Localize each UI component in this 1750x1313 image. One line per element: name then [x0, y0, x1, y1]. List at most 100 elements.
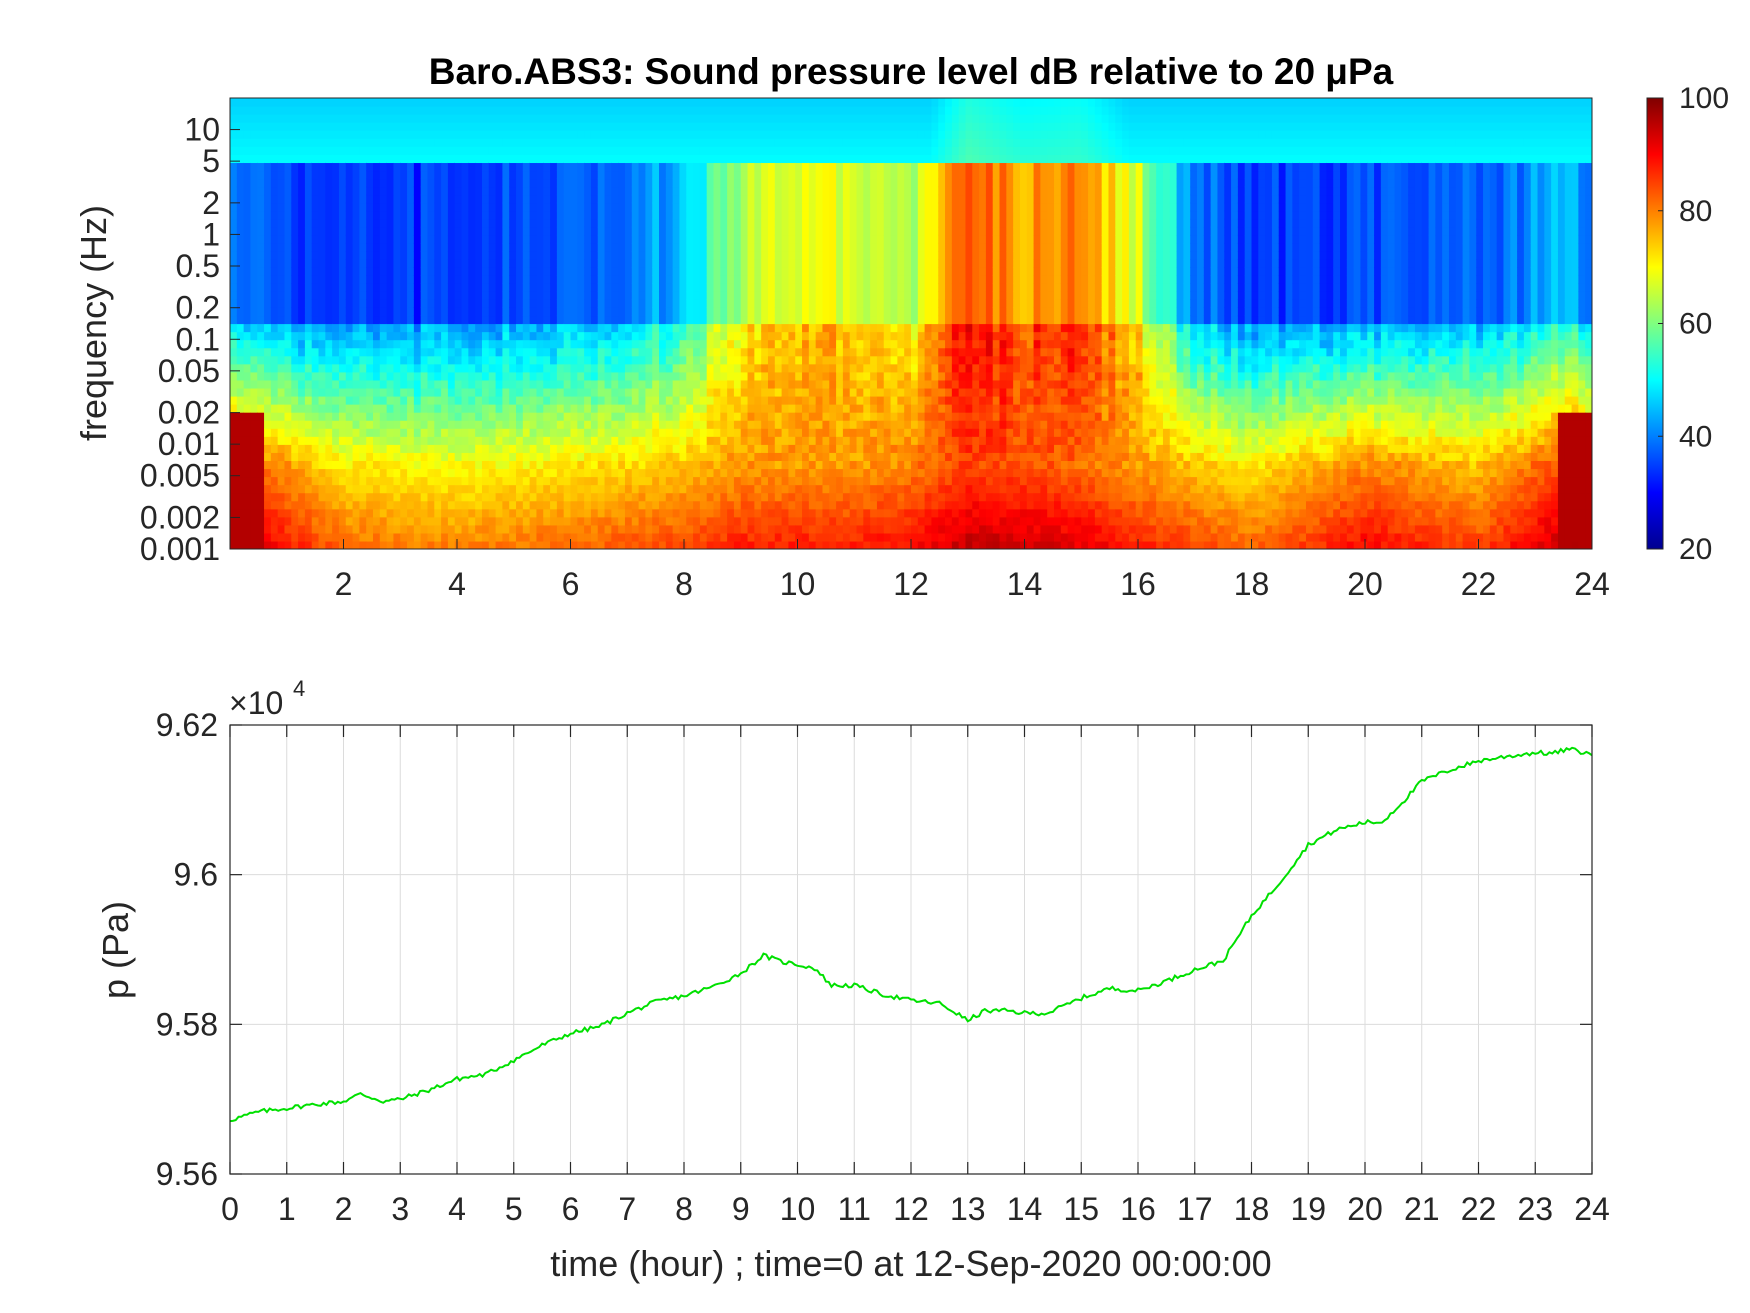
spectrogram-cell [284, 420, 292, 429]
spectrogram-cell [802, 484, 810, 494]
spectrogram-cell [373, 283, 381, 292]
spectrogram-cell [407, 170, 415, 180]
spectrogram-cell [652, 484, 660, 494]
spectrogram-cell [386, 476, 395, 486]
spectrogram-cell [802, 355, 810, 365]
spectrogram-cell [590, 508, 599, 518]
spectrogram-cell [767, 347, 776, 357]
spectrogram-cell [304, 500, 313, 510]
spectrogram-cell [386, 516, 395, 526]
spectrogram-cell [230, 516, 238, 526]
spectrogram-cell [536, 315, 544, 325]
spectrogram-cell [570, 484, 578, 494]
spectrogram-cell [270, 299, 279, 308]
spectrogram-cell [277, 379, 286, 389]
spectrogram-cell [502, 138, 510, 147]
spectrogram-cell [624, 218, 633, 228]
spectrogram-cell [291, 347, 299, 357]
spectrogram-cell [447, 122, 456, 131]
spectrogram-cell [829, 98, 837, 107]
spectrogram-cell [754, 267, 762, 276]
spectrogram-cell [693, 218, 701, 228]
spectrogram-cell [236, 178, 245, 188]
spectrogram-cell [379, 122, 388, 131]
spectrogram-cell [284, 98, 292, 107]
spectrogram-cell [257, 428, 265, 437]
spectrogram-cell [502, 202, 510, 212]
spectrogram-cell [434, 146, 442, 155]
spectrogram-cell [727, 210, 735, 220]
spectrogram-cell [584, 251, 592, 260]
spectrogram-cell [516, 339, 524, 349]
spectrogram-cell [631, 291, 640, 300]
spectrogram-cell [400, 275, 408, 284]
spectrogram-cell [611, 210, 619, 220]
spectrogram-cell [563, 114, 572, 123]
spectrogram-cell [699, 476, 708, 486]
spectrogram-cell [699, 404, 708, 413]
spectrogram-cell [631, 162, 640, 172]
spectrogram-cell [359, 412, 367, 421]
spectrogram-cell [243, 524, 252, 534]
spectrogram-cell [468, 210, 476, 220]
spectrogram-cell [686, 436, 694, 445]
spectrogram-cell [230, 484, 238, 494]
spectrogram-cell [659, 460, 667, 470]
spectrogram-cell [366, 323, 374, 333]
spectrogram-cell [665, 395, 674, 405]
spectrogram-cell [311, 484, 320, 494]
spectrogram-cell [631, 210, 640, 220]
spectrogram-cell [624, 106, 633, 115]
spectrogram-cell [624, 138, 633, 147]
spectrogram-cell [461, 226, 469, 236]
spectrogram-cell [359, 178, 367, 188]
spectrogram-cell [407, 234, 415, 244]
spectrogram-cell [570, 283, 578, 292]
spectrogram-cell [475, 395, 483, 405]
spectrogram-cell [352, 540, 360, 549]
spectrogram-cell [604, 162, 612, 172]
spectrogram-cell [475, 283, 483, 292]
spectrogram-cell [550, 363, 558, 373]
spectrogram-cell [761, 540, 769, 549]
spectrogram-cell [325, 259, 333, 268]
spectrogram-cell [318, 532, 326, 542]
spectrogram-cell [713, 387, 721, 397]
spectrogram-cell [400, 468, 408, 478]
spectrogram-cell [774, 130, 783, 139]
spectrogram-cell [672, 476, 681, 486]
spectrogram-cell [393, 412, 401, 421]
spectrogram-cell [727, 154, 735, 164]
spectrogram-cell [713, 436, 721, 445]
spectrogram-cell [379, 508, 388, 518]
spectrogram-cell [325, 186, 333, 196]
spectrogram-cell [488, 420, 497, 429]
spectrogram-cell [822, 476, 830, 486]
spectrogram-cell [400, 210, 408, 220]
spectrogram-cell [509, 355, 517, 365]
spectrogram-cell [611, 532, 619, 542]
spectrogram-cell [264, 524, 272, 534]
spectrogram-cell [236, 355, 245, 365]
spectrogram-cell [815, 98, 824, 107]
spectrogram-cell [230, 379, 238, 389]
spectrogram-cell [713, 444, 721, 453]
spectrogram-cell [659, 178, 667, 188]
spectrogram-cell [386, 154, 395, 164]
spectrogram-cell [264, 138, 272, 147]
spectrogram-cell [291, 267, 299, 276]
spectrogram-cell [230, 283, 238, 292]
spectrogram-cell [808, 251, 817, 260]
spectrogram-cell [468, 194, 476, 204]
spectrogram-cell [577, 540, 585, 549]
spectrogram-cell [352, 122, 360, 131]
spectrogram-cell [311, 130, 320, 139]
spectrogram-cell [352, 387, 360, 397]
spectrogram-cell [325, 323, 333, 333]
spectrogram-cell [672, 138, 681, 147]
spectrogram-cell [529, 476, 538, 486]
spectrogram-cell [420, 347, 429, 357]
spectrogram-cell [795, 516, 803, 526]
spectrogram-cell [815, 267, 824, 276]
spectrogram-cell [257, 242, 265, 252]
